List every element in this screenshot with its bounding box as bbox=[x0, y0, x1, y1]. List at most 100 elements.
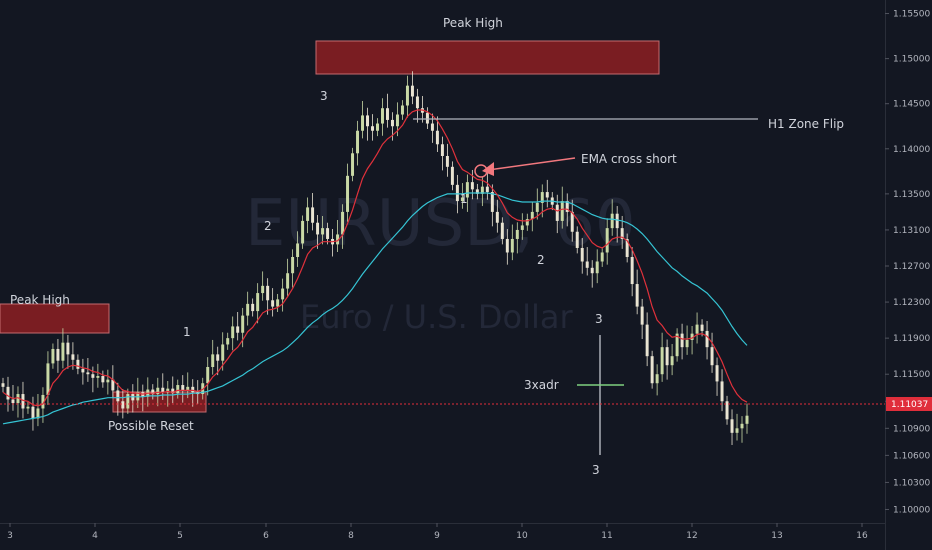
candle-body bbox=[236, 326, 240, 333]
candle-body bbox=[286, 273, 290, 289]
candle-body bbox=[281, 288, 285, 300]
candle-body bbox=[440, 144, 444, 156]
candle-body bbox=[86, 372, 90, 375]
y-tick-label: 1.14500 bbox=[893, 100, 930, 110]
candle-body bbox=[475, 189, 479, 194]
x-tick-label: 16 bbox=[856, 531, 868, 541]
candle-body bbox=[485, 186, 489, 193]
candle-body bbox=[515, 229, 519, 239]
candle-body bbox=[590, 267, 594, 274]
candle-body bbox=[111, 379, 115, 391]
candle-body bbox=[296, 243, 300, 257]
candle-body bbox=[71, 354, 75, 360]
y-tick-label: 1.15500 bbox=[893, 10, 930, 20]
x-tick-label: 3 bbox=[7, 531, 13, 541]
candle-body bbox=[555, 204, 559, 221]
candle-body bbox=[106, 379, 110, 383]
candle-body bbox=[715, 365, 719, 382]
candle-body bbox=[101, 376, 105, 383]
wave-label: 3 bbox=[592, 463, 600, 477]
y-tick-label: 1.11500 bbox=[893, 370, 930, 380]
candle-body bbox=[26, 406, 30, 409]
candle-body bbox=[405, 85, 409, 106]
candle-body bbox=[381, 108, 384, 124]
wave-label: 3 bbox=[595, 312, 603, 326]
candle-body bbox=[395, 114, 399, 127]
candle-body bbox=[650, 356, 654, 384]
candle-body bbox=[685, 339, 689, 348]
candle-body bbox=[720, 381, 724, 402]
candle-body bbox=[655, 374, 659, 384]
h1-zone-flip-label: H1 Zone Flip bbox=[768, 117, 844, 131]
candle-body bbox=[490, 192, 494, 212]
candle-body bbox=[1, 383, 5, 387]
peak-high-zone-top bbox=[315, 40, 660, 75]
y-tick-label: 1.12700 bbox=[893, 262, 930, 272]
candle-body bbox=[151, 389, 155, 395]
candle-body bbox=[575, 231, 579, 248]
y-tick-label: 1.10900 bbox=[893, 424, 930, 434]
candle-body bbox=[216, 354, 220, 361]
candle-body bbox=[46, 363, 50, 395]
candle-body bbox=[620, 228, 624, 239]
candle-body bbox=[710, 347, 714, 366]
candle-body bbox=[530, 211, 534, 220]
wave-label: 2 bbox=[264, 219, 272, 233]
y-tick-label: 1.10000 bbox=[893, 505, 930, 515]
wave-label: 1 bbox=[183, 325, 191, 339]
peak-high-top-label: Peak High bbox=[443, 16, 503, 30]
candle-body bbox=[336, 234, 340, 245]
candle-body bbox=[81, 368, 85, 373]
candle-body bbox=[585, 261, 589, 268]
candle-body bbox=[495, 211, 499, 223]
candle-body bbox=[126, 394, 130, 409]
possible-reset-label: Possible Reset bbox=[108, 419, 194, 433]
x-tick-label: 10 bbox=[516, 531, 528, 541]
candle-body bbox=[311, 207, 315, 223]
candle-body bbox=[610, 213, 614, 229]
symbol-watermark: EURUSD, 60 bbox=[245, 187, 636, 261]
candle-body bbox=[505, 238, 509, 253]
candle-body bbox=[730, 419, 734, 433]
candle-body bbox=[356, 130, 360, 154]
y-tick-label: 1.15000 bbox=[893, 55, 930, 65]
candle-body bbox=[211, 354, 215, 368]
candle-body bbox=[246, 303, 250, 316]
candle-body bbox=[166, 388, 170, 393]
candle-body bbox=[500, 222, 504, 239]
candle-body bbox=[231, 326, 235, 339]
candle-body bbox=[31, 406, 35, 419]
candle-body bbox=[705, 330, 709, 348]
current-price-value: 1.11037 bbox=[891, 400, 928, 410]
candle-body bbox=[316, 222, 320, 235]
candle-body bbox=[16, 394, 20, 404]
candle-body bbox=[261, 285, 265, 294]
candle-body bbox=[540, 192, 544, 203]
y-tick-label: 1.14000 bbox=[893, 145, 930, 155]
x-tick-label: 8 bbox=[348, 531, 354, 541]
candle-body bbox=[376, 123, 379, 131]
candle-body bbox=[91, 374, 95, 378]
candle-body bbox=[390, 119, 394, 127]
candle-body bbox=[321, 228, 325, 235]
candle-body bbox=[560, 201, 564, 221]
candle-body bbox=[415, 96, 419, 109]
peak-high-zone-left bbox=[0, 303, 110, 334]
candle-body bbox=[36, 408, 40, 419]
candle-body bbox=[161, 387, 165, 393]
candle-body bbox=[640, 306, 644, 325]
wave-label: 1 bbox=[460, 192, 468, 206]
ema-fast-line bbox=[2, 109, 748, 407]
candle-body bbox=[480, 186, 484, 194]
candle-body bbox=[181, 385, 185, 391]
candle-body bbox=[176, 385, 180, 394]
candle-body bbox=[470, 182, 474, 190]
candle-body bbox=[745, 415, 749, 424]
candle-body bbox=[425, 112, 429, 124]
candle-body bbox=[61, 342, 65, 361]
candle-body bbox=[326, 228, 330, 239]
candle-body bbox=[51, 348, 55, 364]
candle-body bbox=[735, 428, 739, 433]
candle-body bbox=[595, 261, 599, 274]
